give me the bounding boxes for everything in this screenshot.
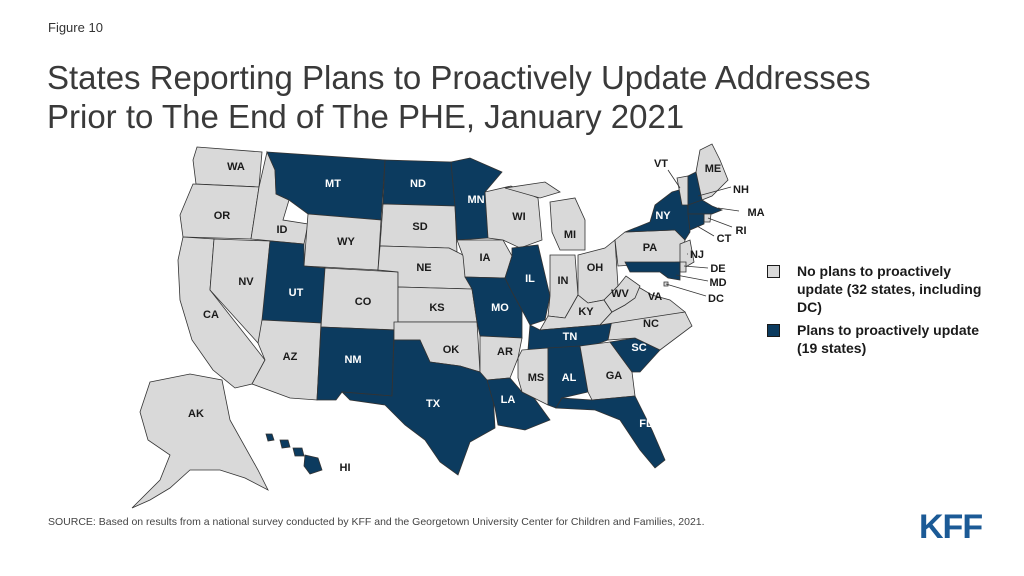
state-label-oh: OH — [587, 262, 604, 274]
leader-line-ri — [707, 217, 733, 228]
state-label-la: LA — [501, 394, 516, 406]
leader-line-ma — [717, 207, 740, 212]
state-label-ms: MS — [528, 372, 545, 384]
state-label-vt: VT — [654, 158, 668, 170]
state-label-il: IL — [525, 273, 535, 285]
state-label-wa: WA — [227, 161, 245, 173]
state-label-de: DE — [710, 263, 725, 275]
state-label-in: IN — [558, 275, 569, 287]
state-label-ia: IA — [480, 252, 491, 264]
state-label-id: ID — [277, 224, 288, 236]
state-label-mn: MN — [467, 194, 484, 206]
state-labels: WA OR CA NV ID MT WY UT AZ CO NM ND SD NE KS OK TX MN IA MO… — [188, 158, 765, 474]
legend-label-no-plans: No plans to proactively update (32 state… — [797, 263, 982, 315]
state-label-pa: PA — [643, 242, 658, 254]
state-label-ca: CA — [203, 309, 219, 321]
state-shape-md — [624, 261, 681, 281]
state-shape-mi — [504, 181, 586, 251]
leader-line-nh — [697, 186, 732, 197]
state-shape-la — [486, 377, 551, 431]
state-label-md: MD — [709, 277, 726, 289]
state-label-nm: NM — [344, 354, 361, 366]
state-label-me: ME — [705, 163, 722, 175]
state-shape-hi — [265, 433, 323, 475]
leader-line-md — [675, 274, 709, 282]
state-label-wv: WV — [611, 288, 629, 300]
state-label-co: CO — [355, 296, 372, 308]
leader-line-vt — [667, 169, 681, 189]
state-shape-or — [179, 183, 260, 240]
state-label-mo: MO — [491, 302, 509, 314]
legend-swatch-plans — [767, 324, 780, 337]
leader-line-dc — [665, 283, 707, 297]
state-shape-ri — [703, 213, 712, 223]
state-label-tx: TX — [426, 398, 441, 410]
state-shape-wv — [603, 275, 641, 313]
state-label-nv: NV — [238, 276, 254, 288]
state-label-nh: NH — [733, 184, 749, 196]
state-label-wy: WY — [337, 236, 355, 248]
title-line-2: Prior to The End of The PHE, January 202… — [47, 98, 685, 135]
state-shape-ak — [131, 373, 269, 509]
state-label-ks: KS — [429, 302, 444, 314]
state-label-al: AL — [562, 372, 577, 384]
state-label-fl: FL — [639, 418, 653, 430]
state-label-or: OR — [214, 210, 231, 222]
state-label-tn: TN — [563, 331, 578, 343]
leader-line-ct — [696, 225, 715, 237]
state-label-dc: DC — [708, 293, 724, 305]
state-label-hi: HI — [340, 462, 351, 474]
state-label-nd: ND — [410, 178, 426, 190]
state-label-ky: KY — [578, 306, 594, 318]
state-shape-me — [695, 143, 729, 201]
state-shapes — [131, 143, 729, 509]
state-label-ne: NE — [416, 262, 431, 274]
legend-item-no-plans: No plans to proactively update (32 state… — [767, 262, 987, 316]
state-shape-fl — [555, 395, 666, 469]
state-shape-ct — [687, 213, 705, 231]
state-label-ok: OK — [443, 344, 460, 356]
state-shape-il — [504, 244, 551, 326]
state-label-ut: UT — [289, 287, 304, 299]
title-line-1: States Reporting Plans to Proactively Up… — [47, 59, 871, 96]
state-shape-de — [679, 261, 687, 273]
state-shape-ar — [479, 335, 523, 381]
state-label-ga: GA — [606, 370, 623, 382]
state-label-nc: NC — [643, 318, 659, 330]
state-label-ri: RI — [736, 225, 747, 237]
legend-label-plans: Plans to proactively update (19 states) — [797, 322, 980, 356]
leader-lines — [665, 169, 740, 297]
figure-label: Figure 10 — [48, 20, 103, 35]
state-label-wi: WI — [512, 211, 525, 223]
state-label-nj: NJ — [690, 249, 704, 261]
state-label-va: VA — [648, 291, 663, 303]
state-label-ny: NY — [655, 210, 671, 222]
kff-logo: KFF — [919, 508, 983, 546]
state-label-ma: MA — [747, 207, 764, 219]
state-label-mt: MT — [325, 178, 341, 190]
state-label-ar: AR — [497, 346, 513, 358]
state-label-sd: SD — [412, 221, 427, 233]
state-label-sc: SC — [631, 342, 646, 354]
state-label-ak: AK — [188, 408, 204, 420]
leader-line-de — [683, 265, 709, 269]
legend-swatch-no-plans — [767, 265, 780, 278]
state-label-ct: CT — [717, 233, 732, 245]
state-shape-tx — [340, 339, 496, 476]
state-label-az: AZ — [283, 351, 298, 363]
page-title: States Reporting Plans to Proactively Up… — [47, 58, 947, 136]
source-note: SOURCE: Based on results from a national… — [48, 516, 705, 528]
state-label-mi: MI — [564, 229, 576, 241]
legend-item-plans: Plans to proactively update (19 states) — [767, 321, 987, 357]
